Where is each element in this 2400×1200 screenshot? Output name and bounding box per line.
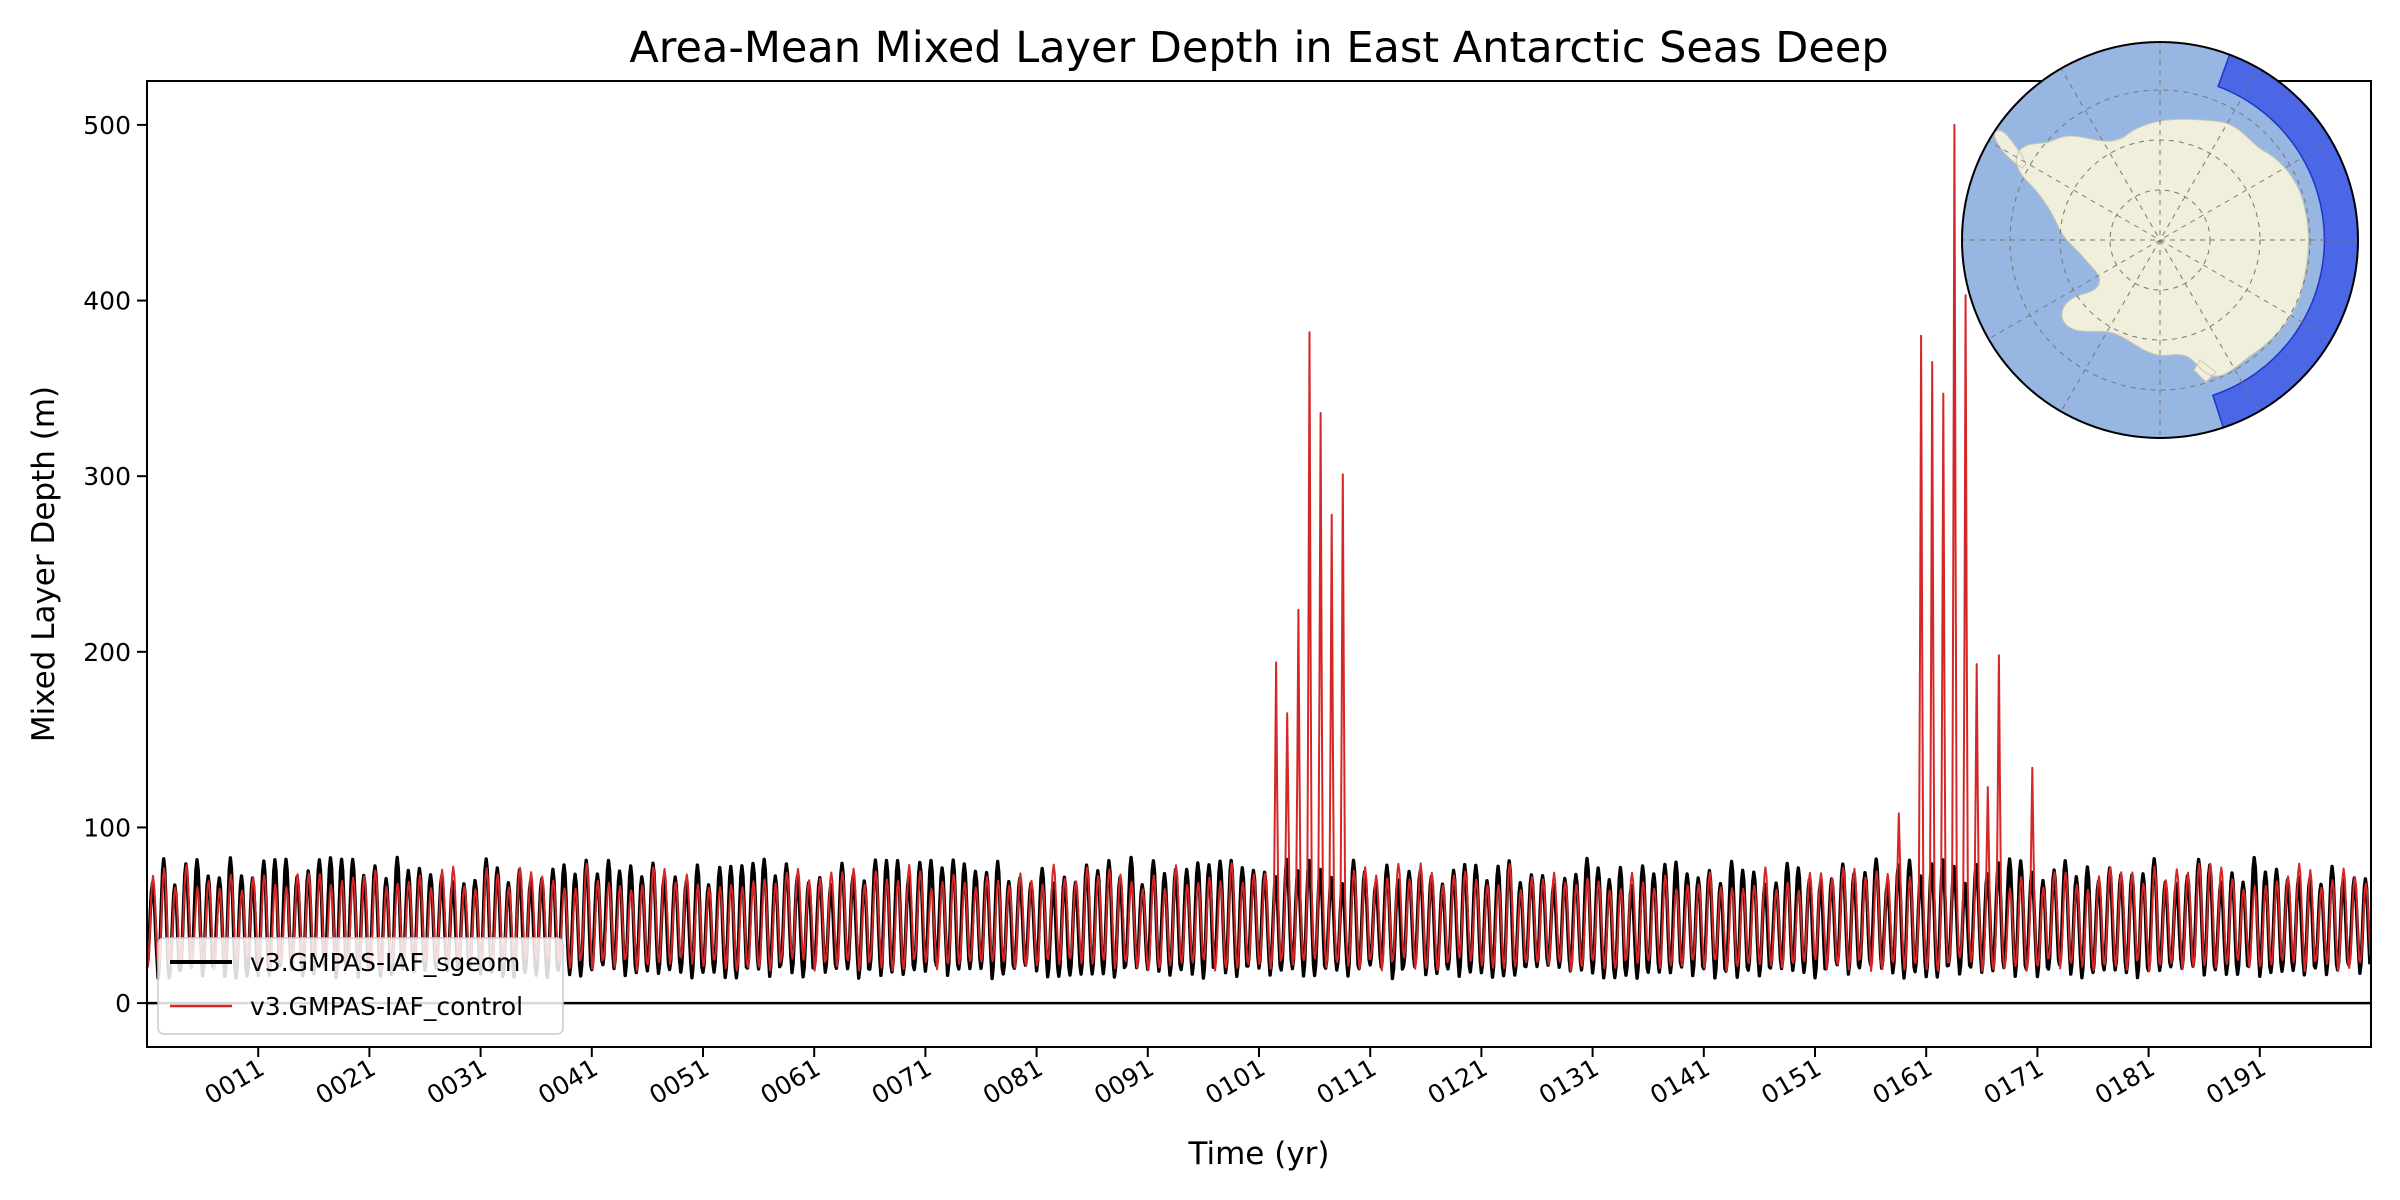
map-antarctica-land (1993, 118, 2309, 383)
y-tick-label: 400 (83, 287, 131, 316)
x-tick-label: 0161 (1868, 1053, 1938, 1110)
x-axis: 0011 0021 0031 0041 0051 0061 0071 0081 0091 0101… (200, 1047, 2271, 1110)
x-tick-label: 0171 (1979, 1053, 2049, 1110)
x-tick-label: 0041 (533, 1053, 603, 1110)
legend-label-control: v3.GMPAS-IAF_control (250, 992, 523, 1021)
map-graticule (1962, 42, 2358, 438)
x-tick-label: 0151 (1756, 1053, 1826, 1110)
series-group (147, 123, 2371, 981)
x-tick-label: 0111 (1312, 1053, 1382, 1110)
x-tick-label: 0131 (1534, 1053, 1604, 1110)
x-tick-label: 0021 (311, 1053, 381, 1110)
x-tick-label: 0181 (2090, 1053, 2160, 1110)
y-tick-label: 500 (83, 111, 131, 140)
x-tick-label: 0091 (1089, 1053, 1159, 1110)
y-tick-label: 300 (83, 462, 131, 491)
x-tick-label: 0071 (867, 1053, 937, 1110)
y-tick-label: 100 (83, 813, 131, 842)
x-tick-label: 0051 (644, 1053, 714, 1110)
map-border (1961, 41, 2359, 439)
x-tick-label: 0191 (2201, 1053, 2271, 1110)
legend-box (157, 937, 564, 1035)
x-tick-label: 0011 (200, 1053, 270, 1110)
x-tick-label: 0081 (978, 1053, 1048, 1110)
y-tick-label: 0 (115, 989, 131, 1018)
y-axis-label: Mixed Layer Depth (m) (26, 386, 62, 742)
y-axis: 0 100 200 300 400 500 (83, 111, 147, 1018)
inset-region-map (1961, 41, 2359, 439)
legend-label-sgeom: v3.GMPAS-IAF_sgeom (250, 948, 520, 977)
y-tick-label: 200 (83, 638, 131, 667)
series-line-control (147, 123, 2371, 973)
x-tick-label: 0061 (756, 1053, 826, 1110)
x-tick-label: 0121 (1423, 1053, 1493, 1110)
x-tick-label: 0101 (1200, 1053, 1270, 1110)
graticule-meridian (1986, 139, 2334, 341)
legend: v3.GMPAS-IAF_sgeom v3.GMPAS-IAF_control (157, 937, 564, 1035)
x-tick-label: 0031 (422, 1053, 492, 1110)
chart-title: Area-Mean Mixed Layer Depth in East Anta… (629, 23, 1888, 73)
x-axis-label: Time (yr) (1188, 1136, 1330, 1172)
x-tick-label: 0141 (1645, 1053, 1715, 1110)
